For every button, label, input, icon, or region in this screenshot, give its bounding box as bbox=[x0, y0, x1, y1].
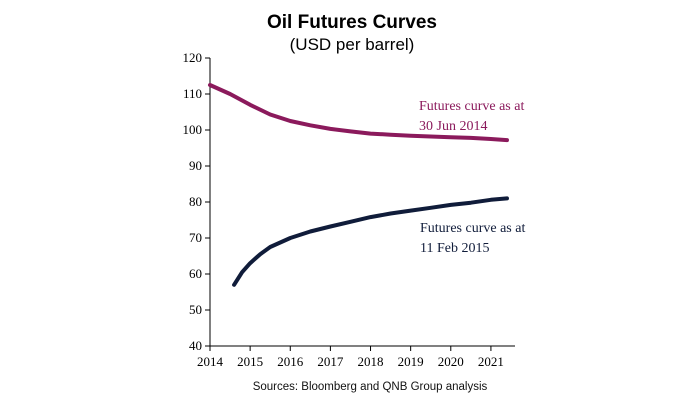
x-tick-label: 2016 bbox=[277, 354, 304, 369]
series-line-jun-2014 bbox=[208, 83, 509, 143]
chart-title: Oil Futures Curves bbox=[267, 12, 437, 33]
x-tick-label: 2019 bbox=[398, 354, 424, 369]
x-tick-label: 2017 bbox=[317, 354, 344, 369]
y-tick-label: 50 bbox=[189, 302, 202, 317]
y-tick-label: 60 bbox=[189, 266, 202, 281]
x-tick-label: 2020 bbox=[438, 354, 464, 369]
chart-subtitle: (USD per barrel) bbox=[290, 35, 415, 54]
series-line-feb-2015 bbox=[232, 196, 509, 287]
annotation-feb-2015-line-1: Futures curve as at bbox=[420, 221, 525, 236]
annotation-feb-2015-line-2: 11 Feb 2015 bbox=[420, 241, 489, 256]
y-tick-label: 90 bbox=[189, 158, 202, 173]
axes: 40 50 60 70 80 90 100 110 120 2014 2015 2016 2017 201… bbox=[183, 50, 515, 369]
series-annotations: Futures curve as at 30 Jun 2014 Futures cu… bbox=[419, 99, 525, 256]
y-tick-label: 40 bbox=[189, 338, 202, 353]
x-tick-label: 2015 bbox=[237, 354, 263, 369]
series-lines bbox=[208, 83, 509, 287]
x-tick-label: 2021 bbox=[478, 354, 504, 369]
x-tick-label: 2018 bbox=[358, 354, 384, 369]
y-tick-label: 100 bbox=[183, 122, 203, 137]
y-tick-label: 120 bbox=[183, 50, 203, 65]
annotation-jun-2014-line-2: 30 Jun 2014 bbox=[419, 119, 487, 134]
annotation-jun-2014-line-1: Futures curve as at bbox=[419, 99, 524, 114]
y-tick-label: 80 bbox=[189, 194, 202, 209]
y-tick-label: 110 bbox=[183, 86, 202, 101]
x-tick-label: 2014 bbox=[197, 354, 224, 369]
y-tick-label: 70 bbox=[189, 230, 202, 245]
source-note: Sources: Bloomberg and QNB Group analysi… bbox=[253, 381, 488, 393]
